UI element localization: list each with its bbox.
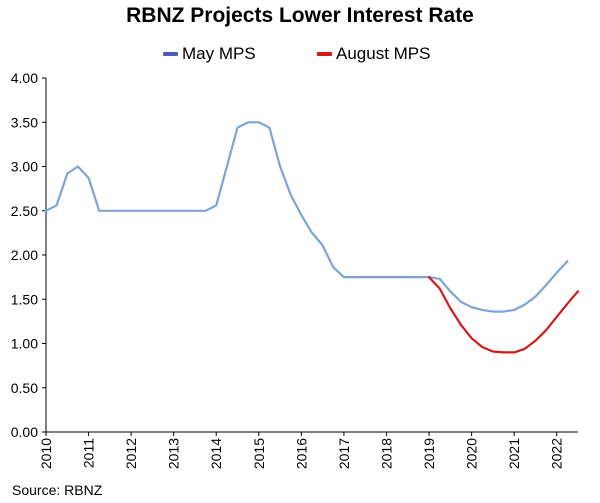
y-tick-label: 0.00	[11, 424, 38, 440]
legend-swatch-august-mps	[317, 52, 332, 56]
x-tick-label: 2021	[506, 438, 522, 469]
x-tick-label: 2015	[251, 438, 267, 469]
source-note: Source: RBNZ	[12, 482, 103, 498]
legend-label-august-mps: August MPS	[336, 44, 431, 63]
y-tick-label: 1.50	[11, 291, 38, 307]
y-tick-label: 4.00	[11, 70, 38, 86]
y-tick-label: 3.00	[11, 159, 38, 175]
x-tick-label: 2022	[549, 438, 565, 469]
y-tick-label: 2.00	[11, 247, 38, 263]
chart-title: RBNZ Projects Lower Interest Rate	[126, 4, 474, 27]
legend-label-may-mps: May MPS	[182, 44, 256, 63]
legend: May MPS August MPS	[0, 44, 600, 66]
legend-item-may-mps: May MPS	[163, 44, 256, 64]
x-tick-label: 2012	[123, 438, 139, 469]
x-tick-label: 2019	[421, 438, 437, 469]
x-tick-label: 2018	[378, 438, 394, 469]
y-tick-label: 1.00	[11, 336, 38, 352]
y-tick-label: 0.50	[11, 380, 38, 396]
x-tick-label: 2010	[38, 438, 54, 469]
series-line-may-mps	[44, 121, 569, 313]
series-line-august-mps	[427, 276, 580, 354]
x-tick-label: 2017	[336, 438, 352, 469]
legend-item-august-mps: August MPS	[317, 44, 431, 64]
x-tick-label: 2013	[166, 438, 182, 469]
x-tick-label: 2016	[293, 438, 309, 469]
y-tick-label: 3.50	[11, 114, 38, 130]
y-tick-label: 2.50	[11, 203, 38, 219]
x-tick-label: 2014	[208, 438, 224, 469]
x-tick-label: 2011	[81, 438, 97, 468]
x-tick-label: 2020	[464, 438, 480, 469]
legend-swatch-may-mps	[163, 52, 178, 56]
